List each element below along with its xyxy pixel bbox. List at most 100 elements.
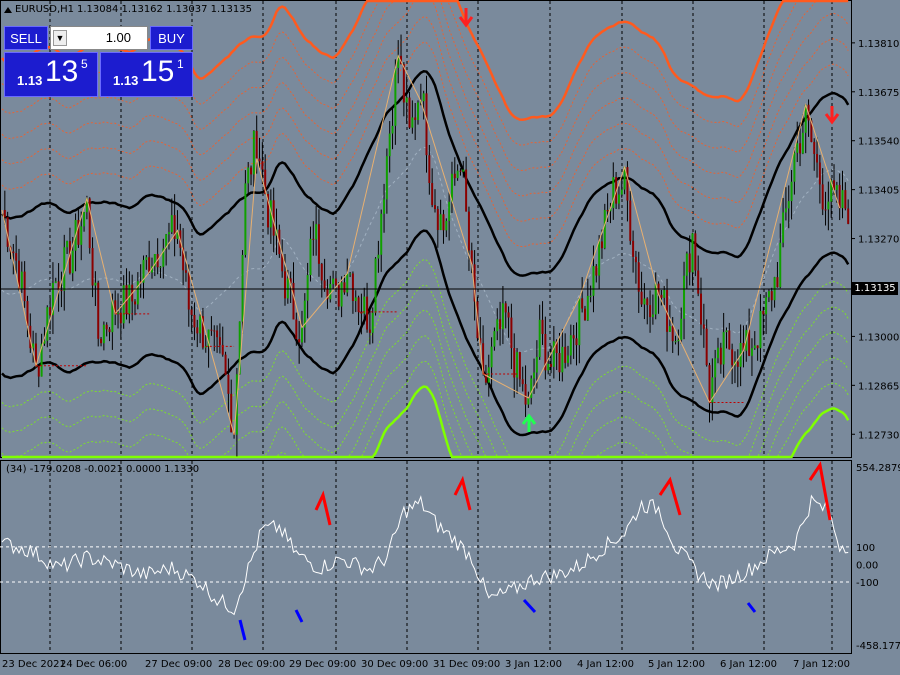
candle-body — [351, 273, 354, 302]
candle-body — [439, 214, 442, 231]
candle-body — [383, 199, 386, 214]
candle-body — [561, 346, 564, 373]
time-tick-label: 28 Dec 09:00 — [218, 659, 285, 670]
candle-body — [34, 343, 37, 366]
candle-body — [567, 355, 569, 363]
buy-price-box[interactable]: 1.13 15 1 — [100, 52, 193, 97]
osc-overbought-segment — [808, 461, 832, 521]
candle-body — [57, 281, 60, 291]
candle-body — [349, 273, 352, 275]
oscillator-line — [1, 494, 849, 616]
osc-tick-label: 100 — [856, 543, 875, 554]
candle-body — [748, 330, 751, 356]
zigzag-indicator — [1, 54, 841, 435]
candle-body — [63, 247, 66, 291]
candle-body — [221, 344, 224, 355]
candle-body — [583, 308, 586, 321]
candle-body — [612, 177, 615, 209]
candle-body — [394, 67, 397, 126]
candle-body — [29, 325, 32, 349]
candle-body — [317, 224, 320, 264]
candle-body — [142, 259, 145, 283]
candle-body — [765, 297, 768, 315]
candle-body — [360, 311, 363, 314]
candle-body — [312, 238, 315, 240]
candle-body — [714, 358, 717, 378]
candle-body — [750, 348, 753, 356]
candle-body — [153, 254, 156, 267]
candle-body — [43, 340, 46, 344]
price-tick-label: 1.13000 — [858, 332, 899, 343]
candle-body — [258, 158, 261, 162]
candle-body — [487, 367, 490, 383]
candle-body — [782, 212, 785, 243]
oscillator-axis: 554.2879 100 0.00 -100 -458.1777 — [856, 463, 900, 652]
candle-body — [762, 310, 765, 315]
candle-body — [320, 263, 323, 281]
sell-price-fraction: 5 — [81, 57, 88, 71]
osc-oversold-segment — [746, 602, 757, 613]
candle-body — [230, 393, 233, 433]
price-tick-label: 1.13540 — [858, 137, 899, 148]
candle-body — [558, 353, 561, 373]
sell-button[interactable]: SELL — [4, 26, 48, 50]
price-tick-label: 1.13405 — [858, 186, 899, 197]
candle-body — [329, 284, 332, 300]
candle-body — [417, 102, 420, 120]
vertical-grid — [49, 1, 833, 653]
candle-body — [784, 208, 787, 213]
candle-body — [15, 253, 18, 261]
candle-body — [414, 117, 417, 120]
candle-body — [824, 209, 827, 211]
candle-body — [145, 257, 148, 260]
candle-body — [139, 281, 142, 283]
osc-tick-label: -100 — [856, 578, 879, 589]
time-tick-label: 29 Dec 09:00 — [289, 659, 356, 670]
candle-body — [334, 278, 337, 286]
candle-body — [326, 289, 329, 300]
candle-body — [550, 363, 553, 367]
candle-body — [516, 352, 519, 378]
price-tick-label: 1.13270 — [858, 235, 899, 246]
candle-body — [844, 190, 847, 209]
candle-body — [589, 295, 592, 297]
candle-body — [32, 343, 35, 349]
candle-body — [646, 298, 649, 306]
candle-body — [332, 278, 335, 285]
candle-body — [598, 241, 601, 276]
triangle-icon[interactable] — [4, 6, 12, 13]
candle-body — [518, 352, 521, 380]
candle-body — [569, 335, 572, 356]
candle-body — [315, 224, 318, 240]
candle-body — [289, 278, 292, 283]
upper-band-line — [1, 0, 849, 197]
candle-body — [66, 241, 69, 248]
lower-mid-band-line — [1, 229, 850, 437]
upper-mid-band-line — [1, 70, 850, 277]
time-tick-label: 6 Jan 12:00 — [720, 659, 777, 670]
candle-body — [252, 130, 255, 175]
osc-overbought-segment — [314, 490, 332, 526]
dropdown-arrow-icon[interactable]: ▼ — [53, 30, 67, 46]
candle-body — [838, 185, 841, 209]
candle-body — [102, 324, 105, 344]
candle-body — [388, 133, 391, 157]
sell-price-box[interactable]: 1.13 13 5 — [4, 52, 98, 97]
candle-body — [286, 278, 289, 299]
time-tick-label: 7 Jan 12:00 — [793, 659, 850, 670]
candle-body — [592, 266, 595, 296]
candle-body — [170, 215, 173, 233]
candle-body — [835, 185, 838, 191]
candle-body — [473, 264, 476, 302]
symbol-timeframe: EURUSD,H1 — [15, 4, 75, 15]
candle-body — [176, 230, 179, 239]
candle-body — [218, 337, 221, 345]
candle-body — [708, 365, 711, 403]
candle-body — [504, 303, 507, 313]
buy-button[interactable]: BUY — [150, 26, 193, 50]
candle-body — [470, 250, 473, 265]
candle-body — [448, 201, 451, 221]
current-price-label: 1.13135 — [852, 282, 898, 295]
lot-size-field[interactable]: ▼ 1.00 — [50, 26, 148, 50]
